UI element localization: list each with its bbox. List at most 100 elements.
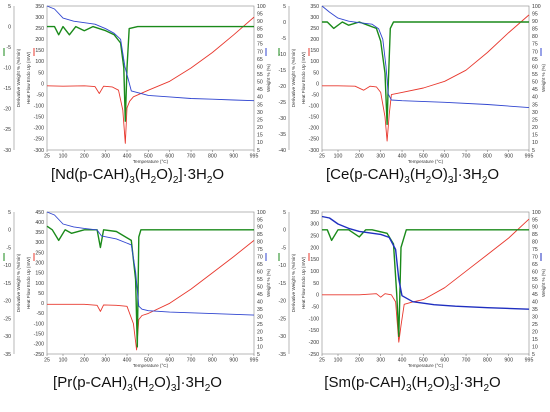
x-tick-label: 100 [334,358,343,364]
x-tick-label: 995 [250,358,259,364]
x-axis-label: Temperature (°C) [408,159,444,164]
left-tick-label: 100 [310,59,319,65]
right-tick-label: 70 [532,49,538,55]
x-tick-label: 400 [123,154,132,160]
right-tick-label: 95 [532,11,538,17]
right-tick-label: 75 [532,247,538,253]
left-tick-label: 300 [310,222,319,228]
right-tick-label: 100 [257,210,266,216]
right-tick-label: 50 [257,80,263,86]
outer-tick-label: -15 [279,68,287,74]
right-tick-label: 100 [257,4,266,10]
left-tick-label: 150 [35,48,44,54]
outer-tick-label: -5 [281,245,286,251]
right-axis-label: Weight % (%) [266,269,271,297]
left-tick-label: -100 [34,321,44,327]
x-axis-label: Temperature (°C) [408,363,444,368]
right-tick-label: 20 [532,329,538,335]
derivative-series-line [47,25,254,122]
caption-part: (H [411,374,428,391]
right-tick-label: 70 [257,255,263,261]
right-tick-label: 65 [532,57,538,63]
right-tick-label: 40 [257,95,263,101]
left-tick-label: 300 [310,15,319,21]
x-tick-label: 300 [376,358,385,364]
left-tick-label: -100 [309,103,319,109]
chart-svg: 25 100 200 300 400 500 600 700 800 900 995Temperat… [278,210,546,368]
outer-tick-label: 0 [8,24,11,30]
x-tick-label: 600 [165,358,174,364]
left-tick-label: 250 [35,250,44,256]
x-tick-label: 600 [165,154,174,160]
left-tick-label: 50 [38,291,44,297]
left-tick-label: 100 [35,59,44,65]
right-tick-label: 85 [532,27,538,33]
derivative-series-line [322,21,529,126]
outer-tick-label: -25 [279,316,287,322]
left-tick-label: -200 [34,126,44,132]
right-tick-label: 100 [532,4,541,10]
right-tick-label: 15 [532,133,538,139]
chart-svg: 25 100 200 300 400 500 600 700 800 900 995Temperat… [3,210,271,368]
x-tick-label: 200 [80,154,89,160]
right-tick-label: 75 [257,42,263,48]
right-tick-label: 45 [532,87,538,93]
right-tick-label: 25 [532,117,538,123]
right-tick-label: 55 [257,277,263,283]
outer-tick-label: 0 [8,228,11,234]
x-tick-label: 995 [525,154,534,160]
left-tick-label: -300 [34,148,44,154]
right-tick-label: 5 [532,148,535,154]
right-tick-label: 55 [257,72,263,78]
caption-part: 2 [425,175,432,186]
caption-part: [Pr(p-CAH) [53,374,128,391]
caption-part: 3 [404,175,410,186]
chart-caption: [Nd(p-CAH)3(H2O)2]·3H2O [0,166,275,186]
right-tick-label: 95 [257,11,263,17]
left-axis-label: Heat Flow Endo Up (mW) [301,256,306,309]
left-tick-label: -150 [34,115,44,121]
caption-part: [Ce(p-CAH) [325,166,405,183]
right-tick-label: 85 [532,232,538,238]
left-tick-label: -250 [34,352,44,358]
right-tick-label: 20 [257,125,263,131]
right-tick-label: 65 [257,262,263,268]
right-tick-label: 90 [257,19,263,25]
caption-part: ]·3H [453,166,482,183]
right-tick-label: 10 [532,344,538,350]
outer-tick-label: -30 [4,334,12,340]
right-tick-label: 30 [532,110,538,116]
outer-tick-label: -20 [279,84,287,90]
right-tick-label: 35 [257,102,263,108]
x-tick-label: 25 [319,358,325,364]
outer-tick-label: -20 [4,299,12,305]
caption-part: O) [156,166,173,183]
right-tick-label: 25 [257,322,263,328]
outer-tick-label: -25 [279,100,287,106]
caption-part: 2 [148,383,155,394]
caption-part: ]·3H [178,166,207,183]
outer-axis-label: Derivative Weight % (%/min) [16,253,21,312]
right-tick-label: 60 [532,64,538,70]
x-tick-label: 200 [355,154,364,160]
caption-part: O) [431,166,448,183]
chart-panel-nd: 25 100 200 300 400 500 600 700 800 900 995 Temperat… [0,0,275,206]
left-tick-label: -300 [309,148,319,154]
x-tick-label: 995 [250,154,259,160]
caption-part: O) [432,374,450,391]
right-tick-label: 10 [532,140,538,146]
caption-part: 2 [483,383,490,394]
x-tick-label: 200 [80,358,89,364]
left-tick-label: -200 [34,342,44,348]
outer-tick-label: -25 [4,127,12,133]
x-tick-label: 25 [319,154,325,160]
right-tick-label: 65 [532,262,538,268]
weight-series-line [46,5,255,102]
x-axis-label: Temperature (°C) [133,363,169,368]
chart-panel-pr: 25 100 200 300 400 500 600 700 800 900 995 Temperat… [0,206,275,412]
right-tick-label: 60 [257,270,263,276]
right-tick-label: 50 [532,80,538,86]
outer-tick-label: -10 [279,263,287,269]
right-tick-label: 20 [532,125,538,131]
caption-part: [Sm(p-CAH) [324,374,406,391]
